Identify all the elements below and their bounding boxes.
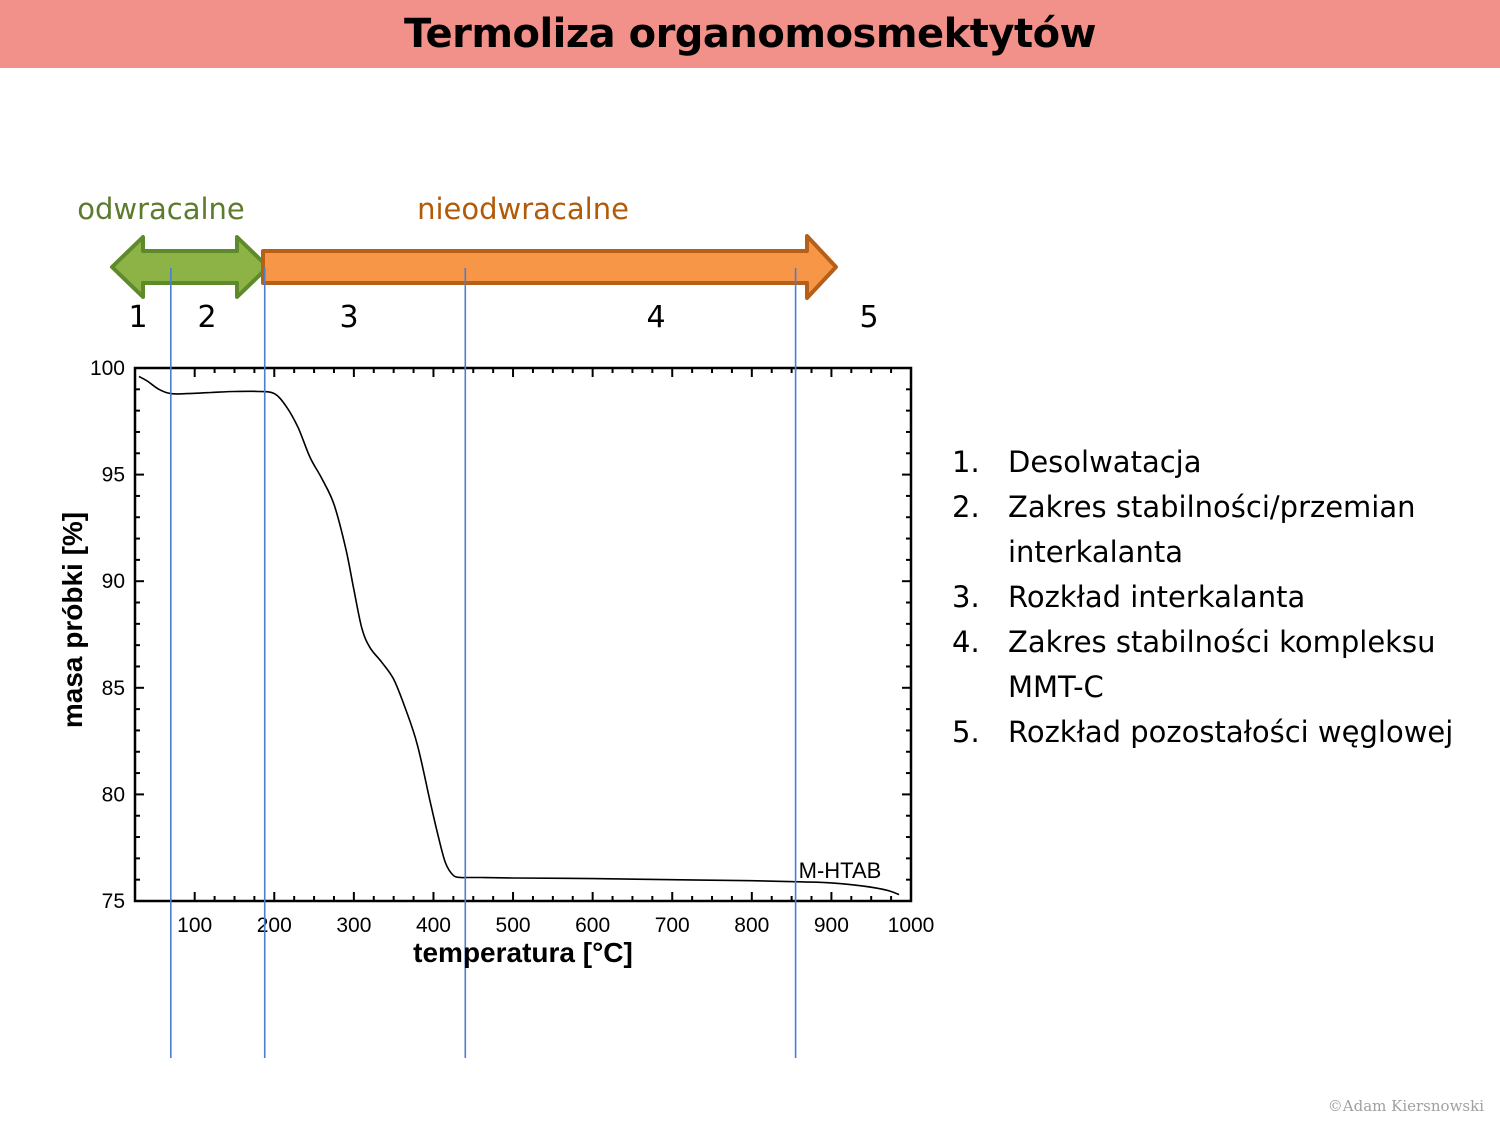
reversible-label: odwracalne [77,192,245,226]
stage-number-1: 1 [128,300,147,335]
stage-item-5: 5. Rozkład pozostałości węglowej [952,710,1472,755]
y-tick-label: 80 [102,783,125,806]
x-tick-label: 300 [336,914,371,937]
title-bar: Termoliza organomosmektytów [0,0,1500,68]
reversible-double-arrow [110,235,270,299]
stage-item-number: 3. [952,580,980,614]
stage-item-number: 1. [952,445,980,479]
stage-number-2: 2 [197,300,216,335]
irreversible-arrow [261,234,838,300]
x-tick-label: 200 [257,914,292,937]
x-tick-label: 900 [814,914,849,937]
stage-item-3: 3. Rozkład interkalanta [952,575,1472,620]
stage-item-text: Zakres stabilności kompleksu MMT-C [1008,625,1436,704]
stage-item-2: 2. Zakres stabilności/przemian interkalan… [952,485,1472,575]
stage-item-number: 2. [952,490,980,524]
series-line-m-htab [138,375,900,896]
stage-number-5: 5 [859,300,878,335]
stage-item-text: Desolwatacja [1008,445,1202,479]
x-tick-labels: 100 200 300 400 500 600 700 800 900 1000 [177,914,934,937]
stage-item-text: Rozkład interkalanta [1008,580,1306,614]
y-tick-label: 100 [90,357,125,380]
stage-item-text: Rozkład pozostałości węglowej [1008,715,1454,749]
x-tick-label: 700 [655,914,690,937]
stage-item-text: Zakres stabilności/przemian interkalanta [1008,490,1416,569]
stage-item-1: 1. Desolwatacja [952,440,1472,485]
y-tick-label: 85 [102,677,125,700]
y-tick-label: 90 [102,570,125,593]
copyright-notice: ©Adam Kiersnowski [1327,1097,1484,1115]
stage-item-number: 4. [952,625,980,659]
y-axis-title: masa próbki [%] [57,512,88,728]
x-tick-label: 500 [496,914,531,937]
series-group [138,375,900,896]
x-tick-label: 400 [416,914,451,937]
axis-ticks [135,367,912,902]
x-axis-title: temperatura [°C] [413,937,633,968]
series-label-m-htab: M-HTAB [799,858,882,883]
plot-frame [133,366,913,903]
x-tick-label: 800 [734,914,769,937]
x-tick-label: 1000 [888,914,935,937]
stage-number-3: 3 [339,300,358,335]
irreversible-label: nieodwracalne [417,192,629,226]
x-tick-label: 600 [575,914,610,937]
y-tick-label: 75 [102,890,125,913]
y-tick-label: 95 [102,464,125,487]
x-tick-label: 100 [177,914,212,937]
stage-number-4: 4 [646,300,665,335]
stage-boundary-lines [170,268,797,1058]
stage-item-4: 4. Zakres stabilności kompleksu MMT-C [952,620,1472,710]
stage-list: 1. Desolwatacja 2. Zakres stabilności/prze… [952,440,1472,755]
y-tick-labels: 75 80 85 90 95 100 [90,357,125,913]
slide-title: Termoliza organomosmektytów [403,11,1097,57]
stage-item-number: 5. [952,715,980,749]
